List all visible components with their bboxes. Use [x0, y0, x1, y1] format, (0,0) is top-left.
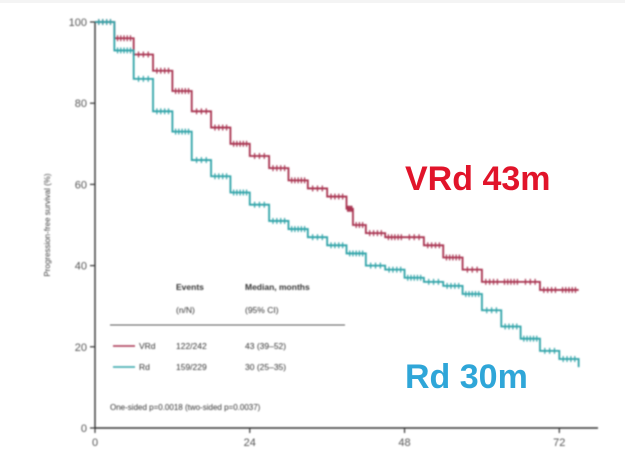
x-tick-label: 72 — [553, 437, 565, 449]
legend-label-vrd: VRd — [139, 341, 156, 351]
x-tick-label: 0 — [92, 437, 98, 449]
legend-label-rd: Rd — [139, 362, 150, 372]
annotation-rd: Rd 30m — [405, 358, 528, 396]
y-tick-label: 100 — [69, 17, 87, 29]
y-ticks: 0 20 40 60 80 100 — [69, 17, 95, 435]
annotation-vrd: VRd 43m — [405, 160, 551, 198]
legend-events-rd: 159/229 — [176, 362, 207, 372]
legend-subheader-median: (95% CI) — [245, 305, 279, 315]
legend-median-rd: 30 (25–35) — [245, 362, 286, 372]
top-crop-strip — [0, 0, 625, 3]
y-tick-label: 40 — [75, 261, 87, 273]
y-tick-label: 20 — [75, 342, 87, 354]
plot-area: 0 20 40 60 80 100 0 24 48 72 Progression-free su… — [43, 17, 598, 449]
legend-median-vrd: 43 (39–52) — [245, 341, 286, 351]
y-tick-label: 80 — [75, 98, 87, 110]
survival-curves — [95, 19, 580, 368]
legend-header-median: Median, months — [245, 282, 310, 292]
x-tick-label: 48 — [398, 437, 410, 449]
legend-subheader-events: (n/N) — [176, 305, 195, 315]
p-value-note: One-sided p=0.0018 (two-sided p=0.0037) — [110, 403, 261, 412]
legend-events-vrd: 122/242 — [176, 341, 207, 351]
legend-table: Events Median, months (n/N) (95% CI) VRd… — [110, 282, 345, 412]
y-tick-label: 0 — [81, 423, 87, 435]
y-tick-label: 60 — [75, 179, 87, 191]
x-tick-label: 24 — [244, 437, 256, 449]
legend-header-events: Events — [176, 282, 204, 292]
y-axis-label: Progression-free survival (%) — [43, 173, 52, 276]
x-ticks: 0 24 48 72 — [92, 428, 565, 449]
curve-vrd — [95, 21, 579, 291]
